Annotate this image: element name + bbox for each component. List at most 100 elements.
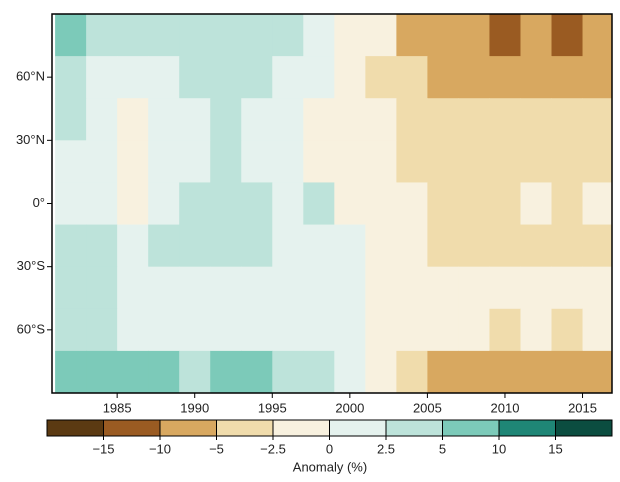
heat-cell: [396, 308, 428, 352]
heat-cell: [272, 224, 304, 268]
heat-cell: [489, 182, 521, 226]
heat-cell: [86, 140, 118, 183]
heat-cell: [334, 56, 366, 99]
heat-cell: [551, 224, 584, 268]
heat-cell: [210, 224, 242, 268]
heat-cell: [117, 140, 149, 183]
heat-cell: [148, 140, 180, 183]
y-tick-label: 30°N: [16, 132, 45, 147]
heat-cell: [148, 266, 180, 310]
heat-cell: [365, 182, 397, 226]
heat-cell: [365, 224, 397, 268]
heat-cell: [272, 14, 304, 57]
heat-cell: [334, 308, 366, 352]
heat-cell: [179, 224, 211, 268]
heat-cell: [86, 98, 118, 141]
heat-cell: [272, 56, 304, 99]
heat-cell: [458, 224, 490, 268]
heat-cell: [427, 266, 459, 310]
heat-cell: [55, 224, 87, 268]
heat-cell: [241, 56, 273, 99]
heat-cell: [396, 14, 428, 57]
colorbar-swatch: [47, 420, 104, 436]
heat-cell: [148, 98, 180, 141]
heat-cell: [489, 98, 521, 141]
heat-cell: [303, 182, 335, 226]
heat-cell: [582, 14, 613, 57]
x-tick-label: 1995: [258, 400, 287, 415]
y-tick-label: 0°: [33, 195, 45, 210]
colorbar-swatch: [442, 420, 499, 436]
x-tick-label: 2010: [491, 400, 520, 415]
heat-cell: [551, 182, 584, 226]
colorbar-swatch: [216, 420, 273, 436]
heat-cell: [458, 182, 490, 226]
heat-cell: [210, 140, 242, 183]
heat-cell: [148, 56, 180, 99]
y-tick-label: 60°S: [17, 321, 46, 336]
heat-cell: [582, 98, 613, 141]
heat-cell: [179, 308, 211, 352]
heat-cell: [582, 350, 613, 394]
colorbar-swatch: [160, 420, 217, 436]
heat-cell: [303, 266, 335, 310]
heat-cell: [272, 140, 304, 183]
heat-cell: [365, 14, 397, 57]
heat-cell: [272, 266, 304, 310]
heat-cell: [117, 56, 149, 99]
heat-cell: [520, 56, 553, 99]
heat-cell: [334, 266, 366, 310]
colorbar-tick-label: 5: [439, 441, 446, 456]
heat-cell: [210, 350, 242, 394]
heat-cell: [458, 140, 490, 183]
colorbar-swatch: [273, 420, 330, 436]
heat-cell: [365, 308, 397, 352]
heat-cell: [520, 224, 553, 268]
heat-cell: [210, 182, 242, 226]
heat-cell: [210, 56, 242, 99]
heat-cell: [458, 56, 490, 99]
heat-cell: [489, 14, 521, 57]
heat-cell: [458, 98, 490, 141]
heat-cell: [427, 308, 459, 352]
heat-cell: [86, 224, 118, 268]
heat-cell: [489, 140, 521, 183]
heat-cell: [55, 266, 87, 310]
heat-cell: [396, 224, 428, 268]
heat-cell: [458, 14, 490, 57]
heat-cell: [210, 98, 242, 141]
heat-cell: [179, 266, 211, 310]
heat-cell: [582, 308, 613, 352]
heat-cell: [210, 308, 242, 352]
heat-cell: [427, 98, 459, 141]
heat-cell: [520, 308, 553, 352]
x-tick-label: 1985: [103, 400, 132, 415]
heat-cell: [520, 266, 553, 310]
heat-cell: [489, 56, 521, 99]
colorbar-swatch: [555, 420, 612, 436]
heat-cell: [365, 266, 397, 310]
heat-cell: [241, 224, 273, 268]
heat-cell: [179, 182, 211, 226]
heat-cell: [241, 350, 273, 394]
heat-cell: [179, 350, 211, 394]
y-tick-label: 60°N: [16, 69, 45, 84]
heat-cell: [272, 350, 304, 394]
heat-cell: [365, 98, 397, 141]
colorbar-swatch: [329, 420, 386, 436]
heat-cell: [334, 350, 366, 394]
heat-cell: [148, 350, 180, 394]
heat-cell: [582, 182, 613, 226]
heat-cell: [303, 350, 335, 394]
heat-cell: [148, 14, 180, 57]
heat-cell: [551, 350, 584, 394]
heat-cell: [241, 308, 273, 352]
heat-cell: [582, 266, 613, 310]
heat-cell: [396, 56, 428, 99]
heat-cell: [551, 308, 584, 352]
colorbar-tick-label: 2.5: [377, 441, 395, 456]
heat-cell: [396, 98, 428, 141]
colorbar-swatch: [103, 420, 160, 436]
heat-cell: [396, 140, 428, 183]
